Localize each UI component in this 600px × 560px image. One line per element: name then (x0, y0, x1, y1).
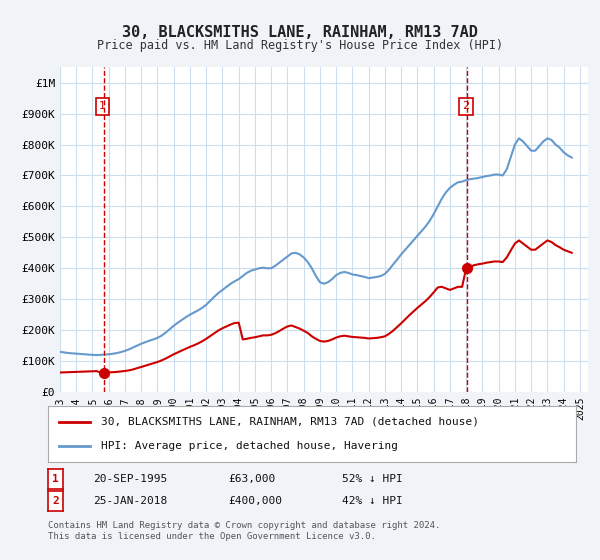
Text: £63,000: £63,000 (228, 474, 275, 484)
Text: 52% ↓ HPI: 52% ↓ HPI (342, 474, 403, 484)
Text: 1: 1 (52, 474, 59, 484)
Text: £400,000: £400,000 (228, 496, 282, 506)
Text: Price paid vs. HM Land Registry's House Price Index (HPI): Price paid vs. HM Land Registry's House … (97, 39, 503, 52)
Text: 2: 2 (52, 496, 59, 506)
Text: 30, BLACKSMITHS LANE, RAINHAM, RM13 7AD (detached house): 30, BLACKSMITHS LANE, RAINHAM, RM13 7AD … (101, 417, 479, 427)
Text: HPI: Average price, detached house, Havering: HPI: Average price, detached house, Have… (101, 441, 398, 451)
Text: 20-SEP-1995: 20-SEP-1995 (93, 474, 167, 484)
Text: 30, BLACKSMITHS LANE, RAINHAM, RM13 7AD: 30, BLACKSMITHS LANE, RAINHAM, RM13 7AD (122, 25, 478, 40)
Text: 25-JAN-2018: 25-JAN-2018 (93, 496, 167, 506)
Text: 42% ↓ HPI: 42% ↓ HPI (342, 496, 403, 506)
Text: Contains HM Land Registry data © Crown copyright and database right 2024.: Contains HM Land Registry data © Crown c… (48, 521, 440, 530)
Text: 1: 1 (99, 101, 106, 111)
Text: 2: 2 (462, 101, 469, 111)
Text: This data is licensed under the Open Government Licence v3.0.: This data is licensed under the Open Gov… (48, 532, 376, 541)
